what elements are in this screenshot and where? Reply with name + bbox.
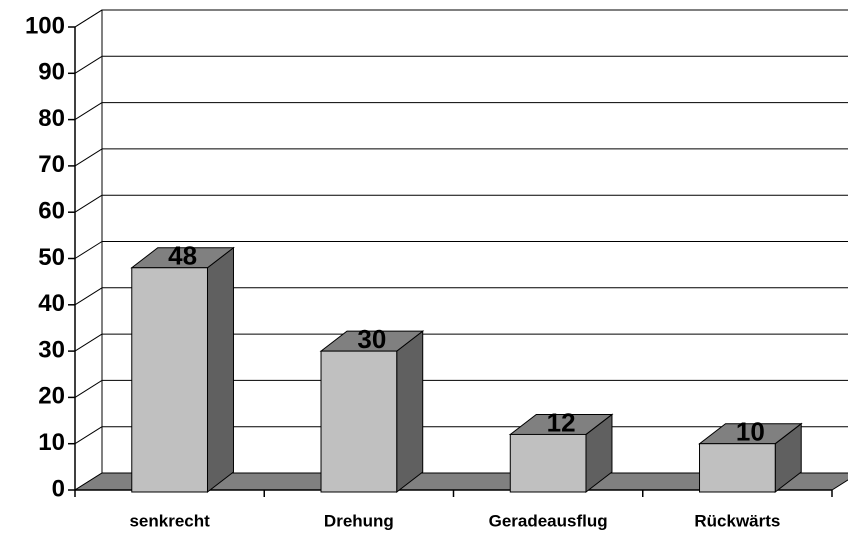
bar bbox=[131, 267, 208, 493]
value-label: 30 bbox=[357, 324, 386, 354]
y-tick-label: 30 bbox=[38, 336, 65, 363]
y-tick-label: 80 bbox=[38, 105, 65, 132]
value-label: 48 bbox=[168, 241, 197, 271]
bar bbox=[320, 350, 398, 493]
value-label: 10 bbox=[736, 417, 765, 447]
x-tick-label: Rückwärts bbox=[694, 511, 780, 530]
y-tick-label: 0 bbox=[52, 475, 65, 502]
y-tick-label: 10 bbox=[38, 429, 65, 456]
y-tick-label: 70 bbox=[38, 151, 65, 178]
y-axis-back bbox=[74, 9, 103, 28]
bar bbox=[509, 433, 587, 493]
y-tick-label: 50 bbox=[38, 244, 65, 271]
x-tick-label: senkrecht bbox=[129, 511, 210, 530]
bar-side bbox=[396, 330, 424, 494]
grid-side bbox=[74, 379, 103, 398]
grid-side bbox=[74, 55, 103, 74]
value-label: 12 bbox=[547, 407, 576, 437]
y-tick-label: 90 bbox=[38, 59, 65, 86]
y-tick-label: 60 bbox=[38, 198, 65, 225]
grid-side bbox=[74, 241, 103, 259]
x-tick-label: Drehung bbox=[324, 511, 394, 530]
grid-side bbox=[74, 333, 103, 352]
bar-side bbox=[206, 246, 234, 494]
grid-side bbox=[74, 194, 103, 213]
bar bbox=[699, 443, 776, 493]
grid-side bbox=[74, 287, 103, 306]
grid-side bbox=[74, 148, 103, 167]
y-tick-label: 20 bbox=[38, 383, 65, 410]
y-tick-label: 40 bbox=[38, 290, 65, 317]
grid-side bbox=[74, 102, 103, 121]
grid-side bbox=[74, 426, 103, 445]
x-tick-label: Geradeausflug bbox=[489, 511, 608, 530]
y-tick-label: 100 bbox=[25, 12, 65, 39]
